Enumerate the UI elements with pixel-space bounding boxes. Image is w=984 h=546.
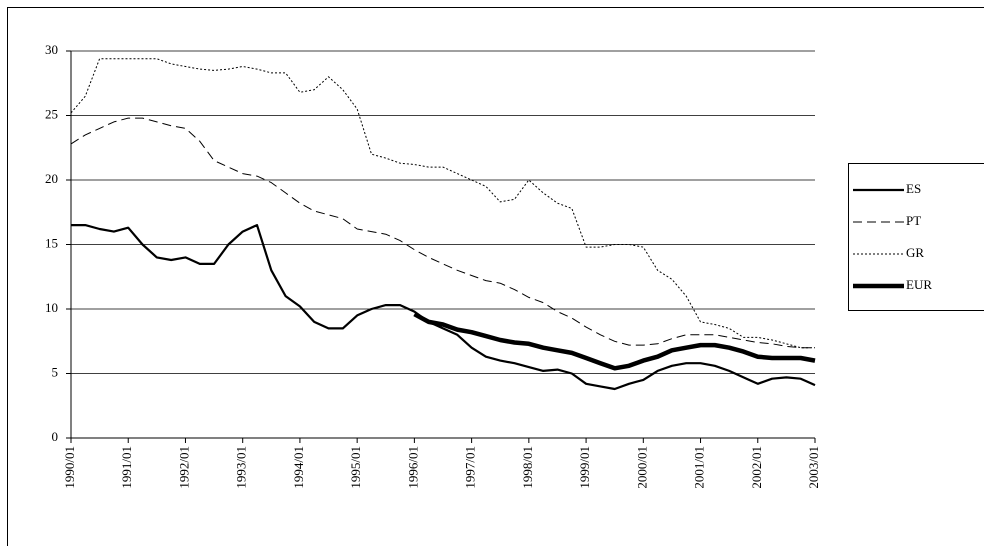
x-tick-label: 1990/01 — [62, 446, 77, 489]
line-series — [70, 117, 815, 349]
x-tick-label: 1996/01 — [405, 446, 420, 489]
x-tick-label: 1997/01 — [463, 446, 478, 489]
line-series — [413, 312, 816, 371]
x-tick-label: 1998/01 — [520, 446, 535, 489]
chart-frame — [7, 7, 984, 546]
x-tick-label: 1991/01 — [119, 446, 134, 489]
legend-label: GR — [906, 245, 924, 260]
x-tick-label: 1995/01 — [348, 446, 363, 489]
y-tick-label: 15 — [45, 235, 58, 250]
x-tick-label: 2003/01 — [806, 446, 821, 489]
line-series — [70, 58, 815, 349]
y-tick-label: 30 — [45, 42, 58, 57]
x-tick-label: 2001/01 — [692, 446, 707, 489]
legend-label: EUR — [906, 277, 932, 292]
legend-label: ES — [906, 181, 921, 196]
line-series — [71, 224, 816, 391]
x-tick-label: 1999/01 — [577, 446, 592, 489]
x-tick-label: 1994/01 — [291, 446, 306, 489]
y-tick-label: 0 — [52, 429, 59, 444]
y-tick-label: 20 — [45, 171, 58, 186]
legend-label: PT — [906, 213, 921, 228]
y-tick-label: 5 — [52, 364, 59, 379]
x-tick-label: 2000/01 — [634, 446, 649, 489]
x-tick-label: 2002/01 — [749, 446, 764, 489]
x-tick-label: 1993/01 — [234, 446, 249, 489]
x-tick-label: 1992/01 — [176, 446, 191, 489]
y-tick-label: 10 — [45, 300, 58, 315]
y-tick-label: 25 — [45, 106, 58, 121]
